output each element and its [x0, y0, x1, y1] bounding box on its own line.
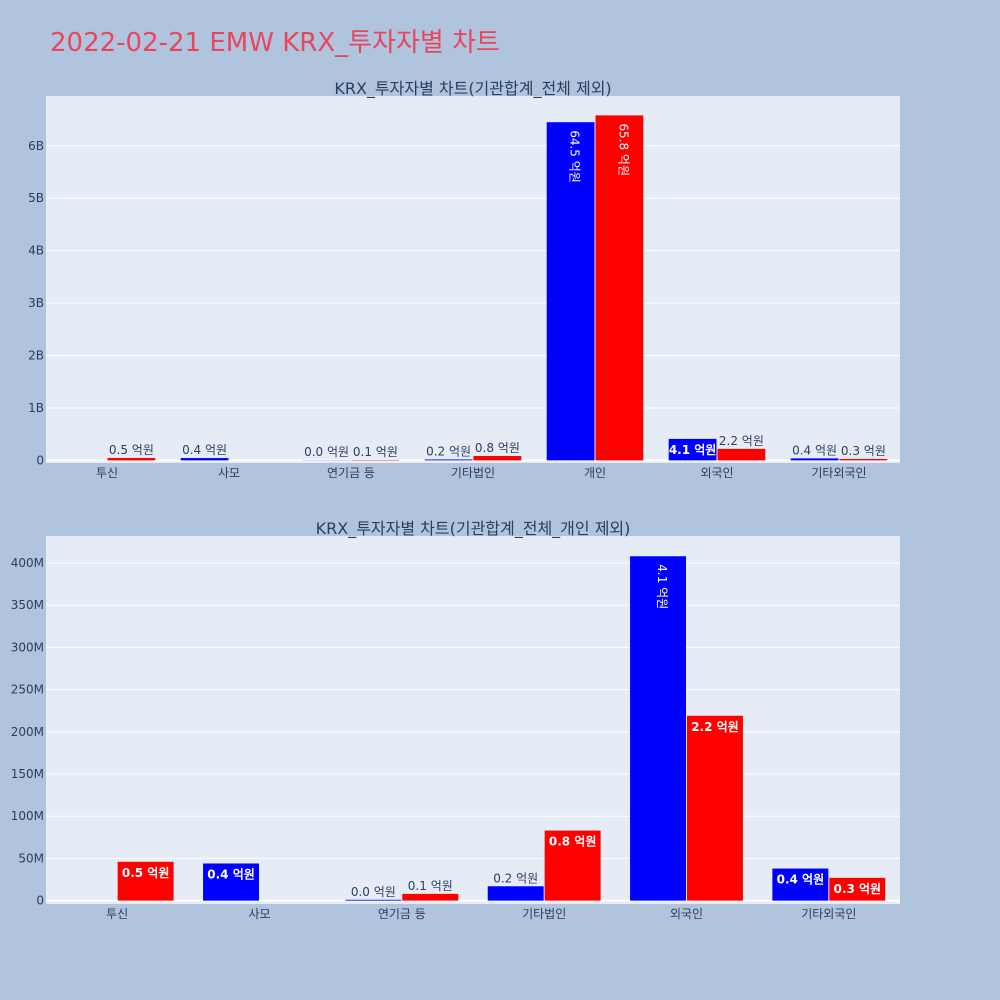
y-tick-label: 4B	[28, 244, 44, 258]
y-tick-label: 0	[36, 453, 44, 467]
data-label: 0.0 억원	[351, 885, 396, 899]
y-tick-label: 150M	[11, 767, 44, 781]
y-tick-label: 3B	[28, 296, 44, 310]
y-tick-label: 6B	[28, 139, 44, 153]
data-label: 0.5 억원	[109, 443, 154, 457]
bar	[630, 556, 686, 901]
bar	[345, 899, 402, 901]
bar	[544, 830, 601, 901]
bar	[717, 448, 766, 461]
y-tick-label: 250M	[11, 683, 44, 697]
chart-1: 0 1B 2B 3B 4B 5B 6B KRX_투자자별 차트(기관합계_전체 제외) 투신 0.…	[28, 79, 900, 480]
y-tick-label: 2B	[28, 349, 44, 363]
bar	[790, 458, 839, 461]
bar	[473, 456, 522, 461]
y-tick-label: 0	[36, 894, 44, 908]
data-label: 0.0 억원	[304, 445, 349, 459]
data-label: 0.5 억원	[122, 866, 170, 880]
plot-area	[46, 536, 900, 904]
bar	[107, 457, 156, 461]
plot-area	[46, 96, 900, 463]
y-tick-label: 50M	[18, 851, 44, 865]
x-tick-label: 기타외국인	[811, 466, 866, 480]
bar	[487, 886, 544, 901]
bar	[668, 438, 717, 461]
data-label: 4.1 억원	[655, 564, 669, 609]
data-label: 0.3 억원	[841, 444, 886, 458]
data-label: 4.1 억원	[669, 443, 717, 457]
data-label: 0.1 억원	[408, 879, 453, 893]
y-tick-label: 1B	[28, 401, 44, 415]
data-label: 0.4 억원	[792, 443, 837, 457]
y-tick-label: 400M	[11, 556, 44, 570]
bar	[180, 458, 229, 461]
data-label: 2.2 억원	[719, 434, 764, 448]
bar	[546, 122, 595, 461]
bar	[829, 877, 886, 901]
x-tick-label: 기타외국인	[801, 907, 856, 921]
data-label: 0.3 억원	[834, 882, 882, 896]
data-label: 0.2 억원	[493, 871, 538, 885]
x-tick-label: 연기금 등	[327, 466, 375, 480]
data-label: 0.2 억원	[426, 444, 471, 458]
bar	[424, 459, 473, 461]
data-label: 2.2 억원	[691, 720, 739, 734]
bar	[402, 893, 459, 901]
bar	[203, 863, 259, 901]
data-label: 0.4 억원	[182, 443, 227, 457]
data-label: 0.8 억원	[549, 835, 597, 849]
x-tick-label: 사모	[248, 907, 270, 921]
data-label: 0.1 억원	[353, 445, 398, 459]
y-tick-label: 100M	[11, 809, 44, 823]
bar	[687, 715, 743, 901]
x-tick-label: 연기금 등	[378, 907, 426, 921]
y-tick-label: 350M	[11, 598, 44, 612]
y-tick-label: 5B	[28, 191, 44, 205]
chart-title: KRX_투자자별 차트(기관합계_전체_개인 제외)	[316, 519, 631, 539]
x-tick-label: 투신	[96, 466, 118, 480]
chart-2: 0 50M 100M 150M 200M 250M 300M 350M 400M KRX_투자자별…	[11, 519, 900, 921]
chart-title: KRX_투자자별 차트(기관합계_전체 제외)	[334, 79, 611, 99]
data-label: 0.4 억원	[777, 873, 825, 887]
data-label: 0.4 억원	[207, 867, 255, 881]
bar	[772, 868, 829, 901]
bar	[839, 458, 888, 461]
y-tick-label: 200M	[11, 725, 44, 739]
data-label: 65.8 억원	[616, 123, 630, 176]
x-tick-label: 기타법인	[451, 466, 495, 480]
x-tick-label: 외국인	[670, 907, 703, 921]
bar	[117, 861, 174, 901]
page-title: 2022-02-21 EMW KRX_투자자별 차트	[50, 28, 500, 58]
x-tick-label: 기타법인	[522, 907, 566, 921]
bar	[595, 115, 644, 461]
data-label: 0.8 억원	[475, 441, 520, 455]
x-tick-label: 개인	[584, 466, 606, 480]
data-label: 64.5 억원	[568, 130, 582, 183]
x-tick-label: 사모	[218, 466, 240, 480]
x-tick-label: 투신	[106, 907, 128, 921]
y-tick-label: 300M	[11, 640, 44, 654]
x-tick-label: 외국인	[700, 466, 733, 480]
